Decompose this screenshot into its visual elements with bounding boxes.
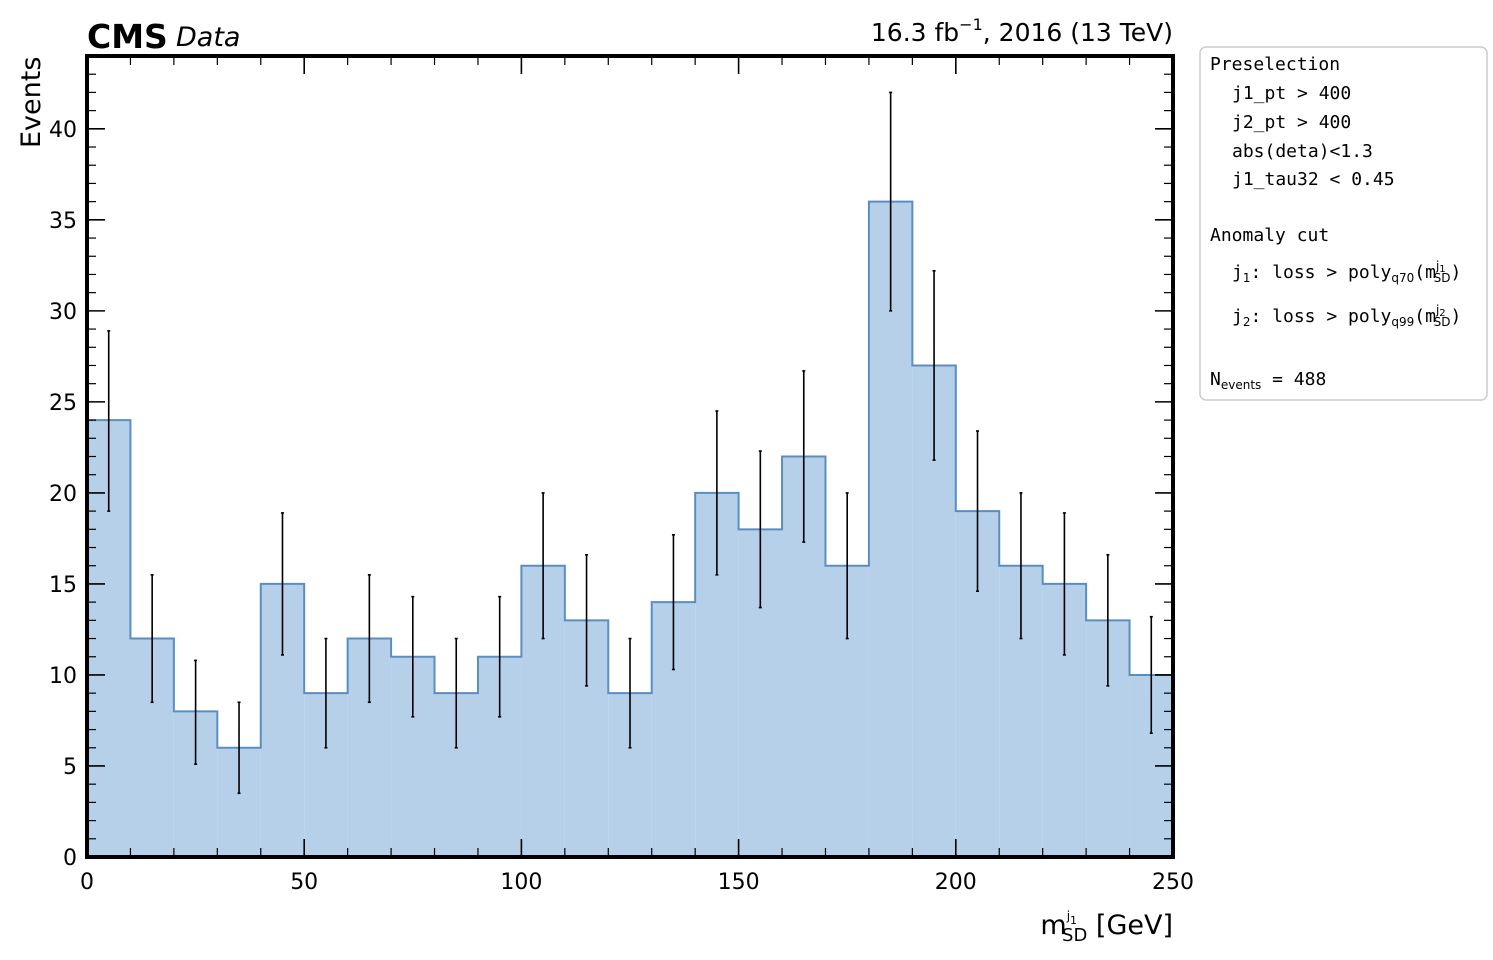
y-tick-label: 10 xyxy=(49,664,77,689)
tick-labels: 0 50 100 150 200 250 0 5 10 15 20 25 30 35 40 xyxy=(49,118,1194,895)
x-tick-label: 0 xyxy=(80,870,94,895)
error-bar xyxy=(194,659,198,765)
plot-frame xyxy=(85,54,1175,859)
legend-anomaly-title: Anomaly cut xyxy=(1210,225,1329,246)
error-bar xyxy=(1019,492,1023,640)
y-axis-label: Events xyxy=(16,57,47,148)
y-tick-label: 0 xyxy=(63,846,77,871)
error-bar xyxy=(889,91,893,312)
y-tick-label: 15 xyxy=(49,573,77,598)
x-tick-label: 250 xyxy=(1152,870,1194,895)
error-bar xyxy=(280,512,284,656)
error-bar xyxy=(411,595,415,718)
error-bar xyxy=(237,701,241,795)
error-bar xyxy=(585,554,589,687)
x-tick-label: 200 xyxy=(935,870,977,895)
y-tick-label: 25 xyxy=(49,391,77,416)
legend-box: Preselection j1_pt > 400 j2_pt > 400 abs… xyxy=(1199,46,1488,401)
status-label: Data xyxy=(176,22,240,53)
legend-preselection-title: Preselection xyxy=(1210,54,1340,75)
error-bar xyxy=(150,574,154,704)
y-tick-label: 40 xyxy=(49,118,77,143)
error-bar xyxy=(454,637,458,749)
error-bar xyxy=(1149,615,1153,735)
legend-anomaly-j1: j1: loss > polyq70(mj1 SD) xyxy=(1232,259,1461,285)
error-bar xyxy=(628,637,632,749)
error-bar xyxy=(1106,554,1110,687)
x-tick-label: 100 xyxy=(500,870,542,895)
y-tick-label: 5 xyxy=(63,755,77,780)
error-bar xyxy=(498,595,502,718)
error-bars xyxy=(107,91,1153,795)
y-tick-label: 20 xyxy=(49,482,77,507)
x-tick-label: 150 xyxy=(718,870,760,895)
legend-cut-2: j2_pt > 400 xyxy=(1232,112,1351,133)
error-bar xyxy=(758,450,762,609)
error-bar xyxy=(671,533,675,671)
error-bar xyxy=(541,492,545,640)
error-bar xyxy=(976,430,980,593)
y-tick-label: 30 xyxy=(49,300,77,325)
error-bar xyxy=(107,330,111,512)
histogram-bins xyxy=(87,201,1173,858)
error-bar xyxy=(932,270,936,461)
legend-cut-4: j1_tau32 < 0.45 xyxy=(1232,169,1395,190)
error-bar xyxy=(324,637,328,749)
y-tick-label: 35 xyxy=(49,209,77,234)
legend-anomaly-j2: j2: loss > polyq99(mj2 SD) xyxy=(1232,303,1461,329)
error-bar xyxy=(715,410,719,576)
x-axis-label: mj1 SD [GeV] xyxy=(1040,909,1173,946)
legend-cut-3: abs(deta)<1.3 xyxy=(1232,141,1373,162)
legend-nevents: Nevents = 488 xyxy=(1210,369,1326,392)
error-bar xyxy=(845,492,849,640)
x-tick-label: 50 xyxy=(290,870,318,895)
error-bar xyxy=(1062,512,1066,656)
error-bar xyxy=(367,574,371,704)
luminosity-label: 16.3 fb−1, 2016 (13 TeV) xyxy=(871,15,1173,47)
error-bar xyxy=(802,370,806,543)
legend-cut-1: j1_pt > 400 xyxy=(1232,83,1351,104)
experiment-label: CMS xyxy=(87,17,168,56)
